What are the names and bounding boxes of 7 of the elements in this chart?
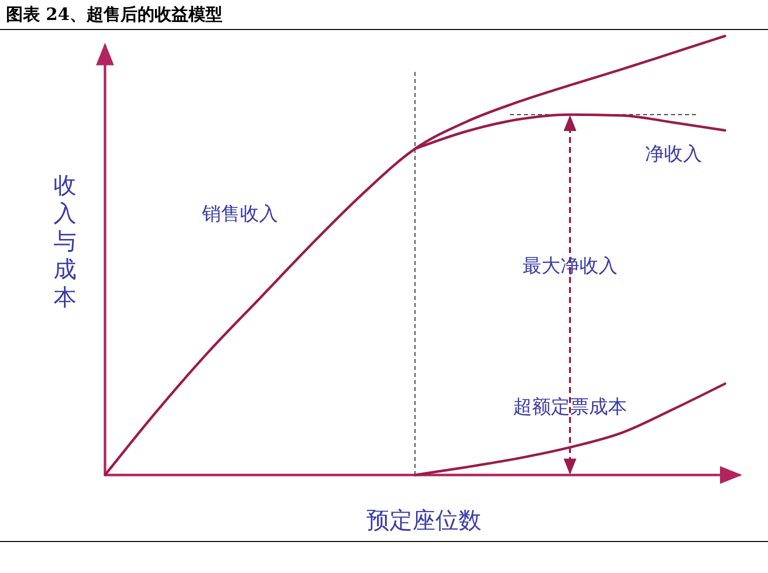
y-axis-title: 收入与成本 — [54, 173, 76, 311]
series-label: 销售收入 — [201, 203, 278, 225]
x-axis-title: 预定座位数 — [366, 508, 482, 534]
annotation: 最大净收入 — [522, 255, 618, 277]
chart-title: 图表 24、超售后的收益模型 — [6, 5, 223, 25]
series-label: 净收入 — [644, 143, 702, 165]
series-label: 超额定票成本 — [513, 396, 627, 418]
